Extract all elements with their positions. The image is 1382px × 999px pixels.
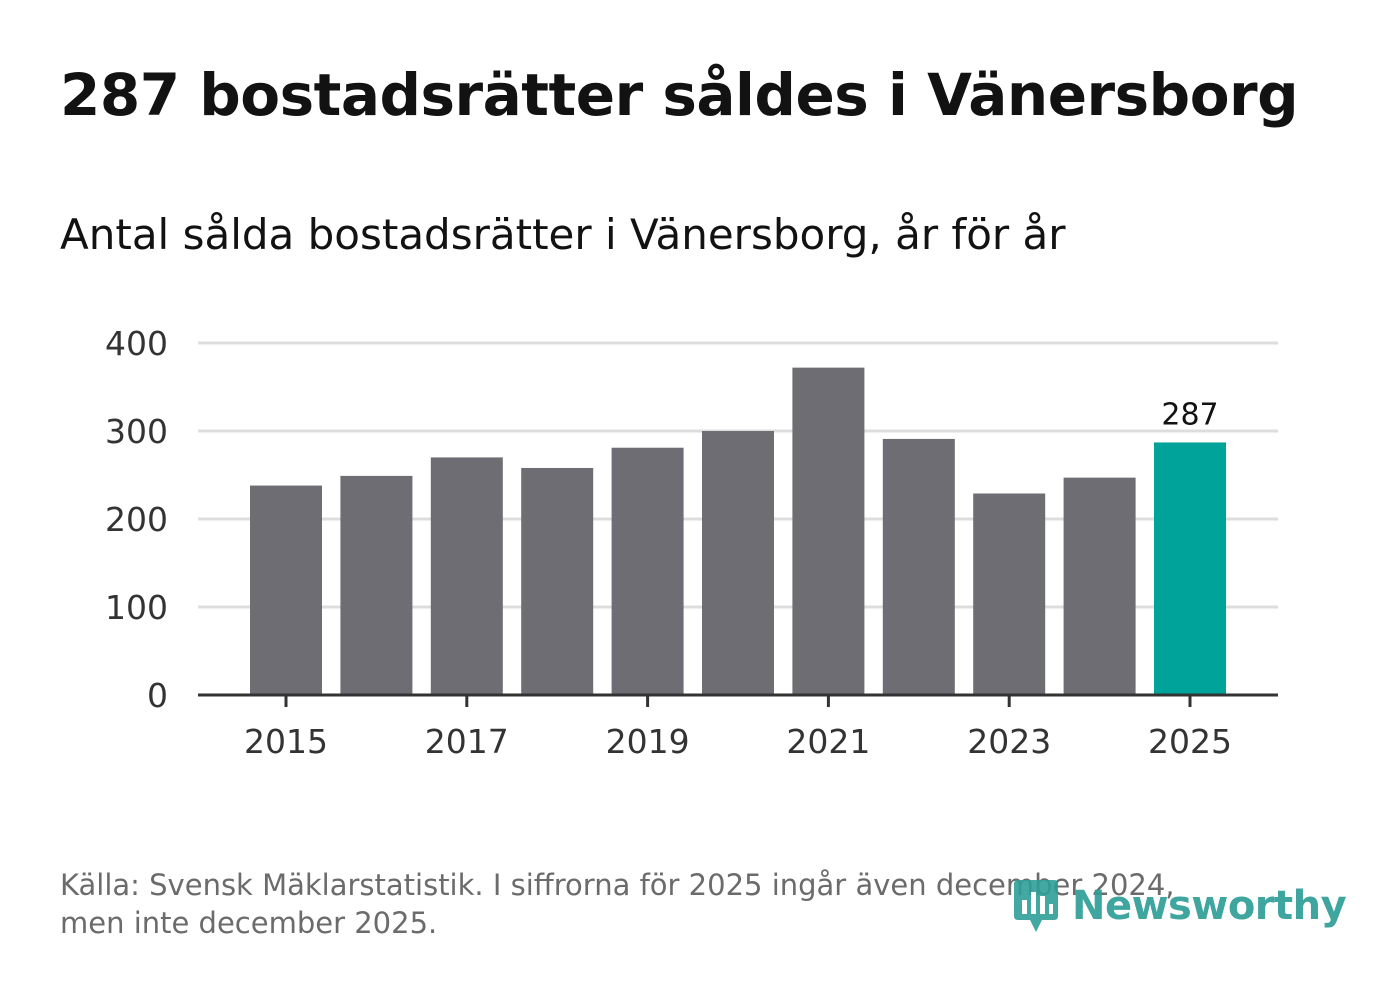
bar-2019 (611, 447, 684, 695)
bar-2015 (250, 485, 322, 695)
x-tick-label-2017: 2017 (425, 722, 509, 761)
chart-subtitle: Antal sålda bostadsrätter i Vänersborg, … (60, 210, 1066, 259)
x-tick-label-2021: 2021 (786, 722, 870, 761)
bar-2022 (882, 438, 955, 695)
y-tick-label-0: 0 (147, 676, 168, 715)
bar-2016 (340, 475, 413, 695)
bar-2025 (1154, 442, 1226, 695)
source-line-1: Källa: Svensk Mäklarstatistik. I siffror… (60, 868, 1175, 902)
y-tick-label-400: 400 (105, 324, 168, 363)
x-tick-label-2015: 2015 (244, 722, 328, 761)
source-note: Källa: Svensk Mäklarstatistik. I siffror… (60, 866, 1260, 942)
data-labels: 287 (1161, 397, 1218, 432)
x-axis-ticks: 2015 2017 2019 2021 2023 2025 (244, 695, 1232, 761)
bar-2018 (521, 467, 594, 695)
newsworthy-logo-icon (1014, 880, 1058, 932)
x-tick-label-2019: 2019 (606, 722, 690, 761)
y-tick-label-200: 200 (105, 500, 168, 539)
bar-2021 (792, 367, 865, 695)
bar-2024 (1063, 477, 1136, 695)
x-tick-label-2023: 2023 (967, 722, 1051, 761)
y-tick-label-300: 300 (105, 412, 168, 451)
y-axis-ticks: 0 100 200 300 400 (105, 324, 168, 715)
brand-logo: Newsworthy (1010, 876, 1347, 936)
brand-name: Newsworthy (1072, 883, 1347, 929)
bar-2020 (702, 431, 774, 695)
source-line-2: men inte december 2025. (60, 906, 438, 940)
data-label-2025: 287 (1161, 397, 1218, 432)
chart-title: 287 bostadsrätter såldes i Vänersborg (60, 61, 1299, 129)
y-tick-label-100: 100 (105, 588, 168, 627)
bars (250, 367, 1226, 695)
bar-2017 (430, 457, 503, 695)
bar-2023 (973, 493, 1046, 695)
x-tick-label-2025: 2025 (1148, 722, 1232, 761)
